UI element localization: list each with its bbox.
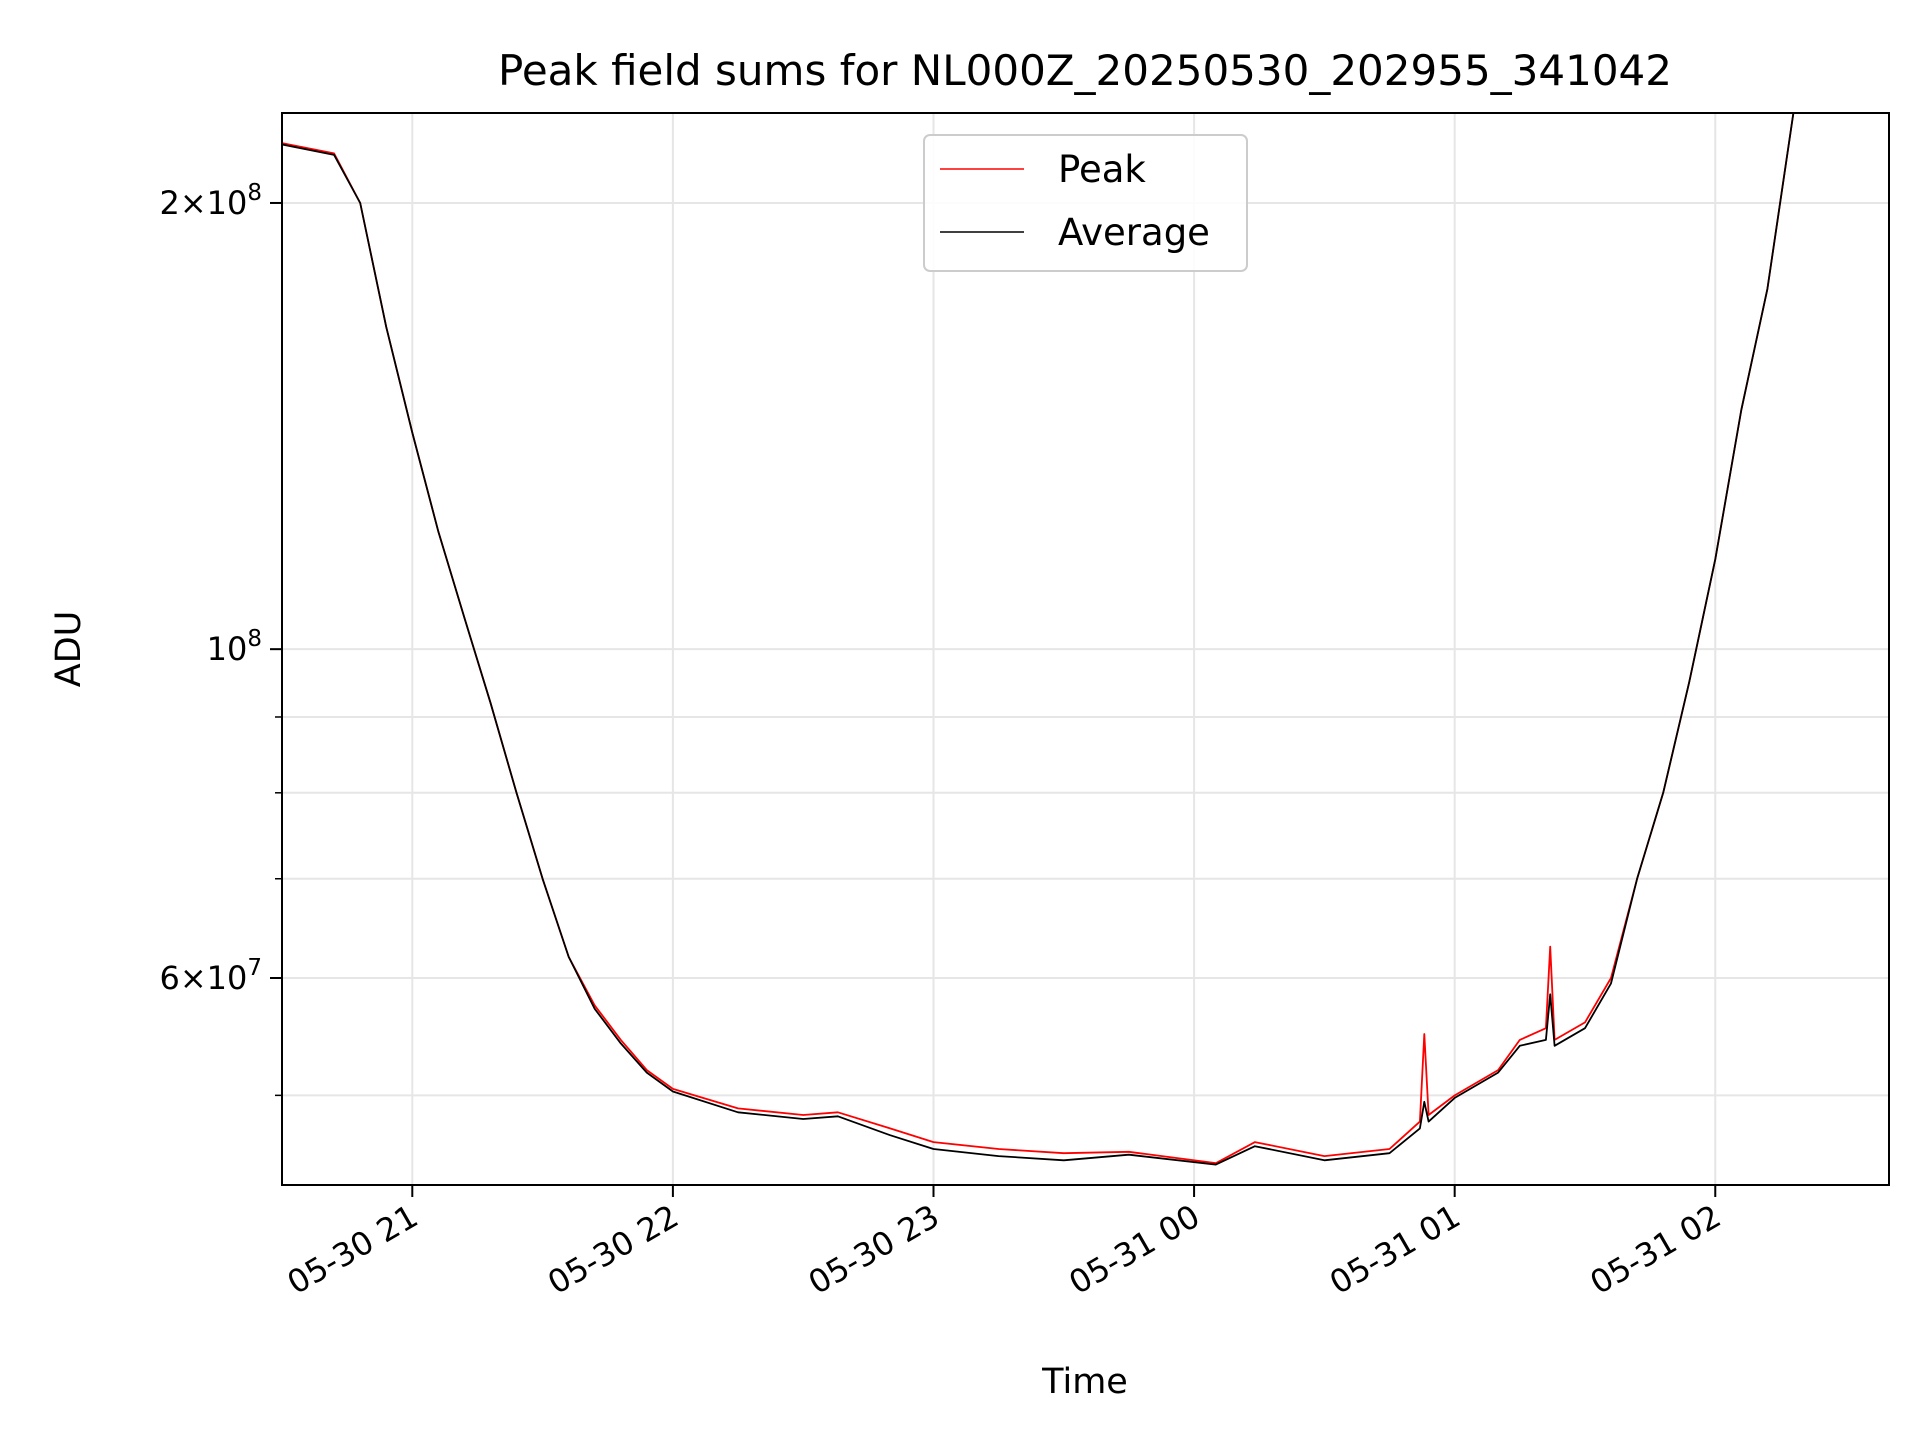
gridlines xyxy=(282,113,1889,1185)
y-tick-label: 6×107 xyxy=(159,955,262,997)
chart-title: Peak field sums for NL000Z_20250530_2029… xyxy=(498,46,1672,95)
y-tick-label: 108 xyxy=(207,626,262,668)
legend-label-peak: Peak xyxy=(1058,148,1146,191)
y-tick-label: 2×108 xyxy=(159,180,262,222)
y-axis-label: ADU xyxy=(49,611,89,688)
y-axis: 2×108 108 6×107 xyxy=(159,180,282,1097)
legend: Peak Average xyxy=(923,134,1248,272)
series-group xyxy=(281,112,1795,1166)
legend-label-average: Average xyxy=(1058,211,1210,254)
x-axis-label: Time xyxy=(1041,1362,1128,1402)
series-line-average xyxy=(281,112,1795,1166)
